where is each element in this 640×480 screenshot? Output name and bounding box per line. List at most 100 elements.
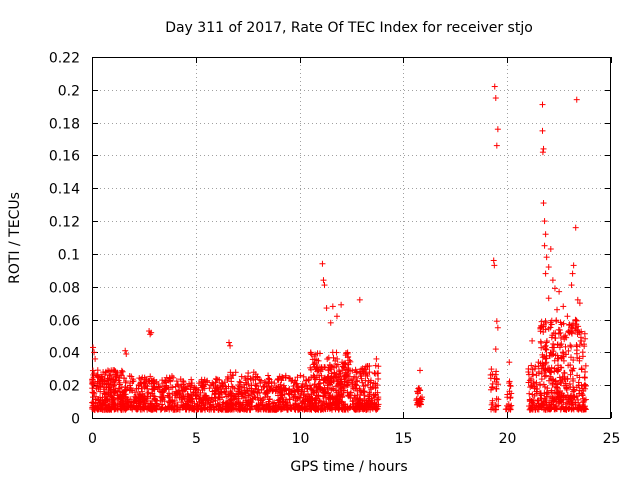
data-point	[552, 383, 559, 390]
data-point	[542, 231, 549, 238]
data-point	[315, 357, 322, 364]
data-point	[112, 387, 119, 394]
data-point	[542, 346, 549, 353]
data-point	[177, 376, 184, 383]
data-point	[581, 341, 588, 348]
data-point	[208, 394, 215, 401]
data-point	[142, 403, 149, 410]
data-point	[290, 394, 297, 401]
data-point	[265, 398, 272, 405]
data-point	[159, 377, 166, 384]
data-point	[327, 319, 334, 326]
data-point	[541, 218, 548, 225]
data-point	[110, 376, 117, 383]
data-point	[248, 382, 255, 389]
data-point	[228, 400, 235, 407]
x-tick-label: 15	[395, 431, 413, 447]
data-point	[325, 364, 332, 371]
data-point	[256, 405, 263, 412]
data-point	[538, 376, 545, 383]
data-point	[91, 390, 98, 397]
data-point	[166, 390, 173, 397]
data-point	[366, 403, 373, 410]
data-point	[317, 380, 324, 387]
data-point	[239, 391, 246, 398]
data-point	[324, 386, 331, 393]
data-point	[300, 392, 307, 399]
data-point	[493, 368, 500, 375]
data-point	[158, 405, 165, 412]
data-point	[274, 397, 281, 404]
data-point	[94, 405, 101, 412]
data-point	[414, 390, 421, 397]
y-tick-label: 0.04	[49, 346, 80, 362]
data-point	[375, 375, 382, 382]
x-axis-label: GPS time / hours	[290, 459, 407, 475]
data-point	[358, 366, 365, 373]
data-point	[331, 370, 338, 377]
data-point	[292, 397, 299, 404]
data-point	[557, 319, 564, 326]
data-point	[249, 403, 256, 410]
data-point	[489, 399, 496, 406]
data-point	[374, 389, 381, 396]
data-point	[416, 386, 423, 393]
data-point	[97, 405, 104, 412]
data-point	[224, 393, 231, 400]
y-tick-label: 0.18	[49, 117, 80, 133]
data-point	[538, 344, 545, 351]
data-point	[240, 395, 247, 402]
data-point	[196, 402, 203, 409]
data-point	[275, 403, 282, 410]
data-point	[569, 325, 576, 332]
data-point	[547, 319, 554, 326]
data-point	[363, 370, 370, 377]
data-point	[261, 405, 268, 412]
data-point	[366, 389, 373, 396]
data-point	[332, 357, 339, 364]
data-point	[218, 389, 225, 396]
data-point	[147, 373, 154, 380]
data-point	[187, 396, 194, 403]
data-point	[207, 382, 214, 389]
data-point	[231, 385, 238, 392]
data-point	[507, 395, 514, 402]
data-point	[374, 382, 381, 389]
data-point	[572, 316, 579, 323]
data-point	[224, 373, 231, 380]
data-point	[101, 371, 108, 378]
data-point	[542, 318, 549, 325]
data-point	[541, 343, 548, 350]
data-point	[342, 406, 349, 413]
data-point	[495, 396, 502, 403]
data-point	[356, 296, 363, 303]
data-point	[571, 393, 578, 400]
y-tick-label: 0.06	[49, 314, 80, 330]
data-point	[264, 402, 271, 409]
data-point	[236, 378, 243, 385]
data-point	[214, 376, 221, 383]
data-point	[570, 388, 577, 395]
data-point	[133, 385, 140, 392]
data-point	[263, 388, 270, 395]
data-point	[196, 399, 203, 406]
data-point	[118, 367, 125, 374]
data-point	[171, 397, 178, 404]
data-point	[342, 359, 349, 366]
data-point	[554, 352, 561, 359]
data-point	[148, 406, 155, 413]
data-point	[555, 362, 562, 369]
data-point	[330, 376, 337, 383]
data-point	[551, 403, 558, 410]
data-point	[370, 402, 377, 409]
data-point	[123, 351, 130, 358]
data-point	[296, 395, 303, 402]
y-axis-label: ROTI / TECUs	[7, 192, 23, 284]
data-point	[495, 381, 502, 388]
data-point	[554, 306, 561, 313]
data-point	[326, 391, 333, 398]
data-point	[294, 374, 301, 381]
data-point	[139, 388, 146, 395]
data-point	[169, 384, 176, 391]
